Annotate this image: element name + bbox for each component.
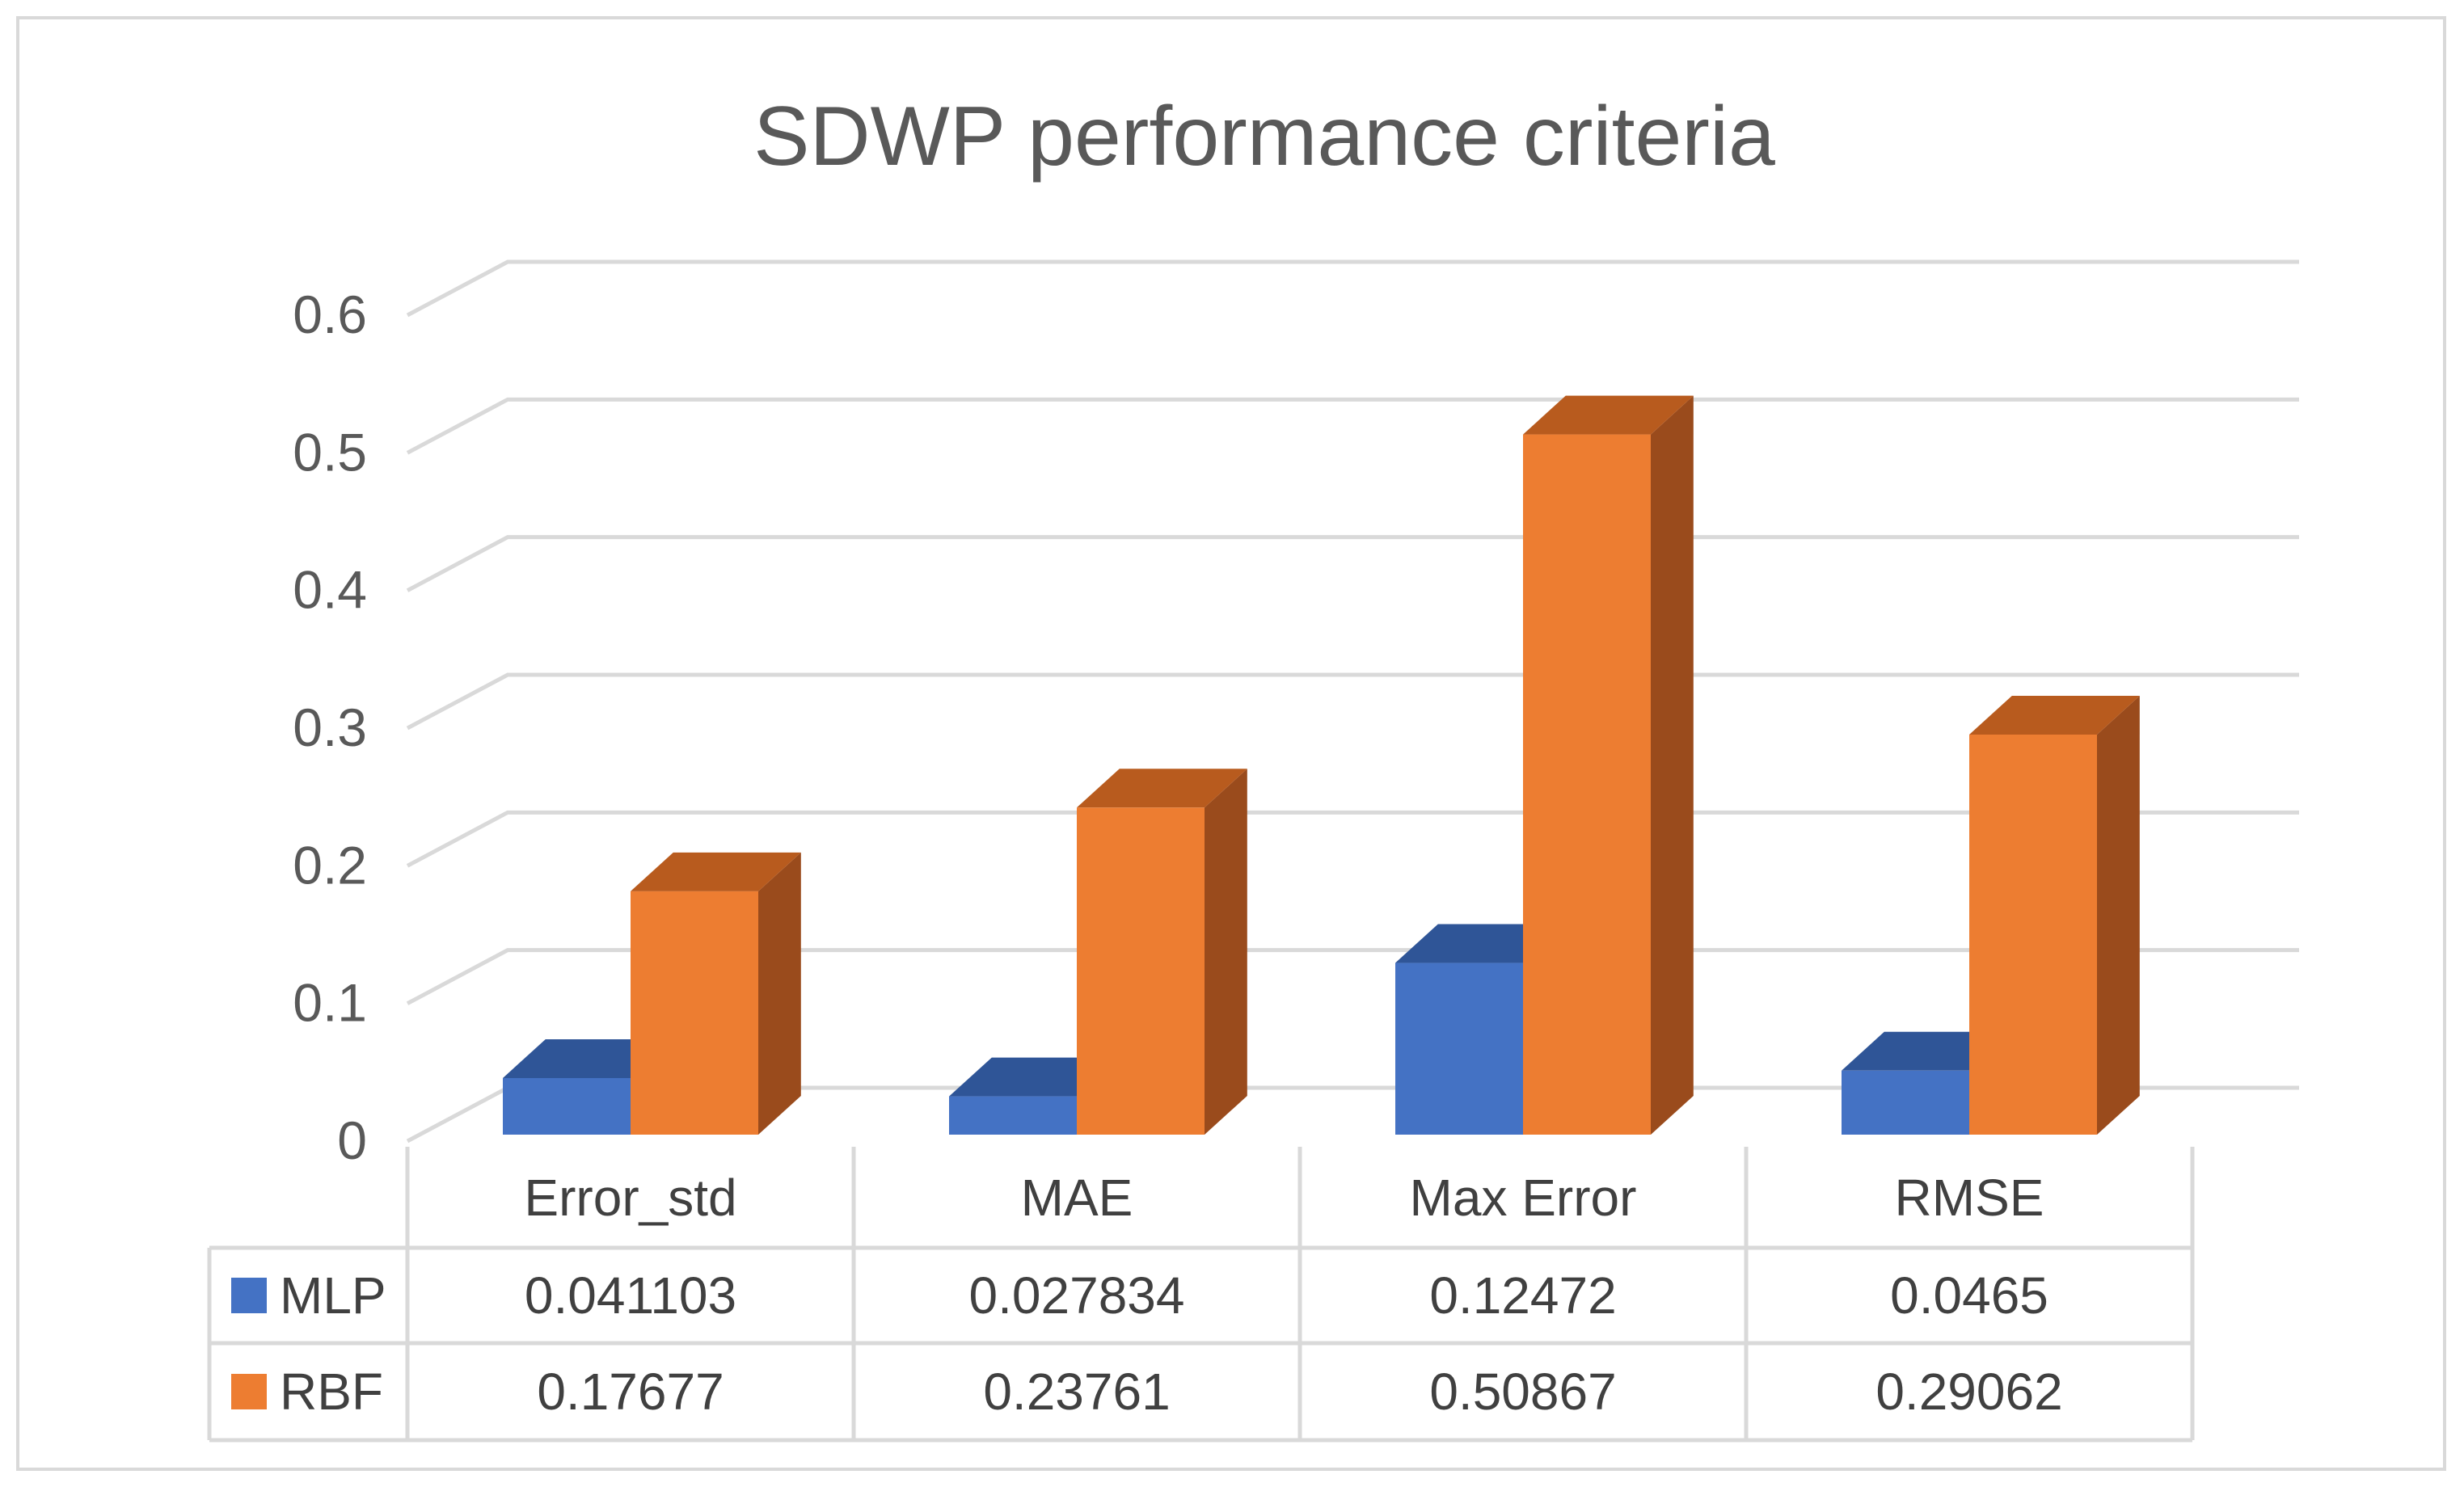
bar-top [1969,695,2140,735]
gridlines [406,259,2299,1144]
bar-front [1969,734,2097,1135]
y-tick-label: 0.1 [293,973,367,1033]
bar-front [503,1077,631,1135]
x-category-label: MAE [1021,1169,1133,1227]
bar-top [631,852,801,891]
bar-side [1651,395,1694,1135]
y-axis-ticks: 0 0.1 0.2 0.3 0.4 0.5 0.6 [293,284,367,1170]
data-label: 0.50867 [1429,1363,1616,1421]
data-label: 0.29062 [1875,1363,2062,1421]
gridline [406,535,2299,592]
x-category-label: RMSE [1895,1169,2044,1227]
bar-front [1523,434,1651,1135]
data-table: Error_std MAE Max Error RMSE MLP 0.041103 0.02… [207,1147,2195,1443]
data-label: 0.041103 [525,1266,736,1325]
legend-label-mlp: MLP [280,1266,386,1325]
bar-side [758,852,801,1135]
legend-key-mlp [231,1278,267,1313]
y-tick-label: 0.4 [293,560,367,620]
y-tick-label: 0.5 [293,422,367,482]
y-tick-label: 0.6 [293,284,367,344]
chart-svg: SDWP performance criteria 00.10.20.30.40… [207,90,2299,1443]
chart-title: SDWP performance criteria [753,90,1775,183]
bar-side [1205,769,1247,1135]
bar-front [1395,963,1523,1135]
bar-front [1077,807,1205,1135]
legend-key-rbf [231,1374,267,1409]
gridline [406,259,2299,318]
bar-side [2097,695,2140,1135]
x-category-label: Max Error [1410,1169,1637,1227]
data-label: 0.17677 [537,1363,724,1421]
data-label: 0.027834 [969,1266,1185,1325]
bar-rbf-mae [1077,769,1247,1135]
data-label: 0.0465 [1890,1266,2048,1325]
data-label: 0.23761 [983,1363,1170,1421]
y-tick-label: 0.2 [293,835,367,895]
bar-rbf-rmse [1969,695,2140,1135]
legend-label-rbf: RBF [280,1363,383,1421]
bar-top [1523,395,1694,435]
gridline [406,810,2299,868]
gridline [406,672,2299,731]
bar-front [949,1096,1077,1135]
bar-front [1842,1070,1969,1135]
bar-top [1077,769,1247,808]
y-tick-label: 0 [337,1110,367,1170]
x-category-label: Error_std [524,1169,736,1227]
bar-rbf-error-std [631,852,801,1135]
bars [503,395,2140,1135]
gridline [406,397,2299,455]
chart-frame: SDWP performance criteria 0 0.1 0.2 0.3 0.4 0… [16,16,2446,1471]
y-tick-label: 0.3 [293,697,367,757]
data-label: 0.12472 [1429,1266,1616,1325]
bar-rbf-max-error [1523,395,1694,1135]
bar-front [631,891,758,1135]
gridline [406,948,2299,1005]
